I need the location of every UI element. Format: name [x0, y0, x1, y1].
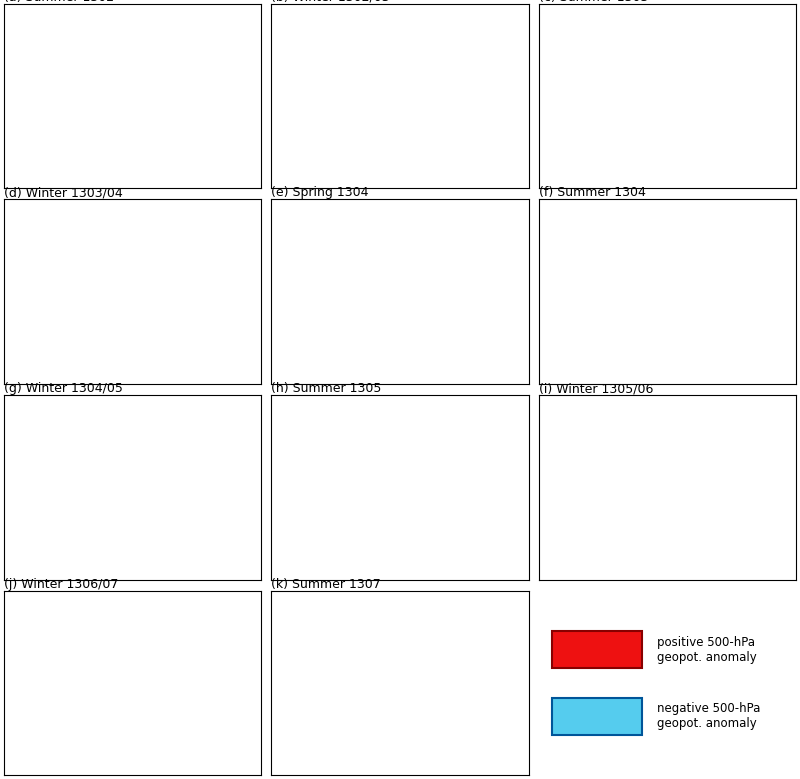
Text: (b) Winter 1302/03: (b) Winter 1302/03 [271, 0, 390, 4]
Bar [552, 631, 642, 668]
Text: (e) Spring 1304: (e) Spring 1304 [271, 186, 369, 199]
Text: (c) Summer 1303: (c) Summer 1303 [539, 0, 648, 4]
Text: (i) Winter 1305/06: (i) Winter 1305/06 [539, 382, 654, 395]
Text: (j) Winter 1306/07: (j) Winter 1306/07 [4, 577, 118, 590]
Text: (f) Summer 1304: (f) Summer 1304 [539, 186, 646, 199]
Text: (a) Summer 1302: (a) Summer 1302 [4, 0, 114, 4]
Text: (g) Winter 1304/05: (g) Winter 1304/05 [4, 382, 123, 395]
Bar [552, 698, 642, 735]
Text: (d) Winter 1303/04: (d) Winter 1303/04 [4, 186, 122, 199]
Text: negative 500-hPa
geopot. anomaly: negative 500-hPa geopot. anomaly [657, 702, 761, 730]
Text: positive 500-hPa
geopot. anomaly: positive 500-hPa geopot. anomaly [657, 636, 757, 664]
Text: (k) Summer 1307: (k) Summer 1307 [271, 577, 381, 590]
Text: (h) Summer 1305: (h) Summer 1305 [271, 382, 382, 395]
